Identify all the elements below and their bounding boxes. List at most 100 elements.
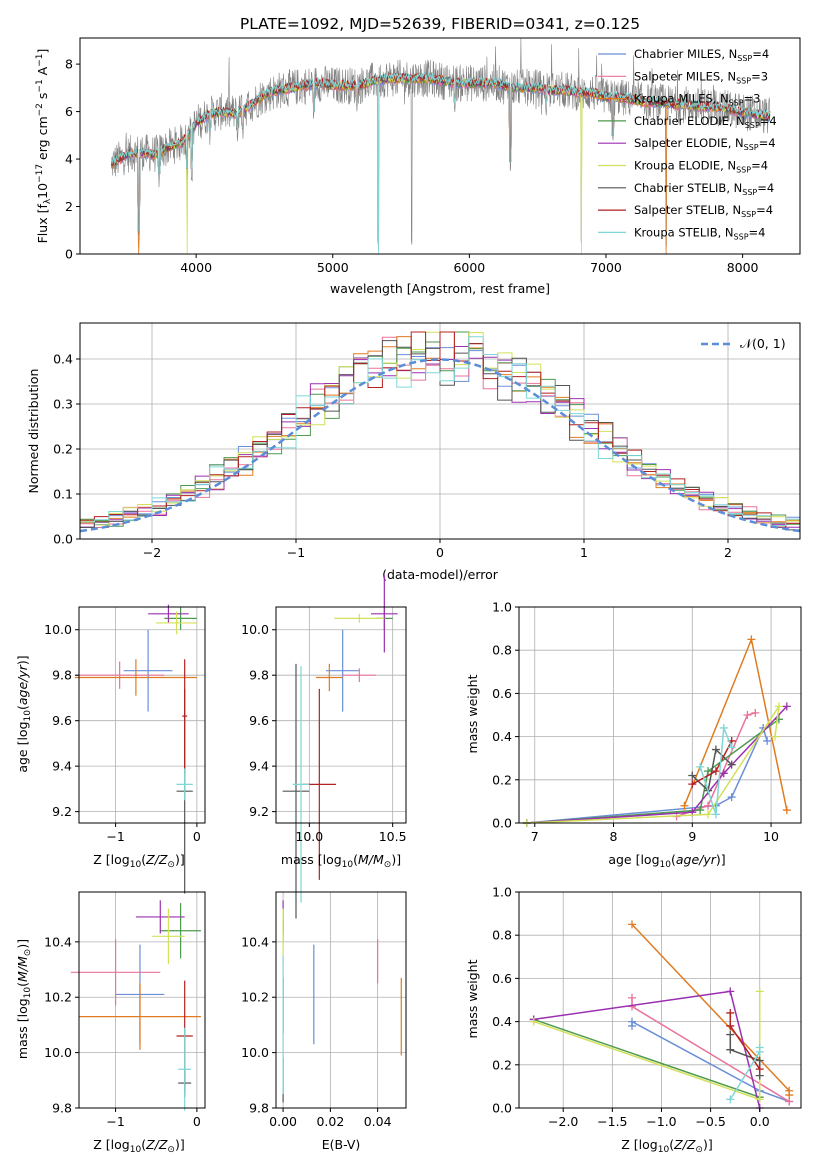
p5-xtick-label: 7 (531, 829, 539, 844)
weight-point-chabrier_stelib (726, 1030, 735, 1039)
legend-gaussian-label: 𝒩(0, 1) (740, 336, 786, 351)
weight-point-kroupa_elodie (771, 732, 780, 741)
weight-line-chabrier_elodie (526, 718, 780, 824)
p4-ytick-label: 10.0 (241, 622, 269, 637)
residual-histogram-chabrier_stelib (80, 340, 800, 531)
weight-point-kroupa_elodie (755, 1095, 764, 1104)
spectrum-ylabel: Flux [fλ10−17 erg cm−2 s−1 A−1] (35, 49, 53, 244)
p8-ytick-label: 0.8 (492, 928, 512, 943)
residuals-xlabel: (data-model)/error (382, 567, 499, 582)
legend-label-chabrier_stelib: Chabrier STELIB, NSSP=4 (634, 181, 774, 197)
spectrum-xtick-label: 5000 (317, 260, 349, 275)
age-vs-z-panel: −1 0 9.2 9.4 9.6 9.8 10.0 (44, 604, 206, 894)
legend-label-salpeter_elodie: Salpeter ELODIE, NSSP=4 (634, 136, 776, 152)
residuals-ticks: −2 −1 0 1 2 0.0 0.1 0.2 0.3 0.4 (53, 352, 732, 561)
weight-point-kroupa_miles (782, 806, 791, 815)
axes-frame (78, 606, 206, 824)
weight-point-chabrier_miles (627, 1017, 636, 1026)
mass-vs-z-xlabel: Z [log10(Z/Z⊙)] (93, 1137, 184, 1155)
spectrum-xtick-label: 4000 (180, 260, 212, 275)
weight-vs-age-panel: 7 8 9 10 0.0 0.2 0.4 0.6 0.8 1.0 (492, 600, 802, 844)
residuals-panel: −2 −1 0 1 2 0.0 0.1 0.2 0.3 0.4 (data-model)/erro… (26, 322, 801, 582)
residuals-ylabel: Normed distribution (26, 369, 41, 494)
weight-point-kroupa_miles (627, 920, 636, 929)
p3-xtick-label: −1 (106, 829, 124, 844)
gaussian-curve (79, 358, 801, 533)
p8-xtick-label: −1.0 (646, 1114, 676, 1129)
spectrum-ytick-label: 0 (65, 247, 73, 262)
spectrum-ytick-label: 6 (65, 104, 73, 119)
p5-ytick-label: 0.2 (492, 772, 512, 787)
weight-point-chabrier_stelib (711, 745, 720, 754)
spectrum-ytick-label: 8 (65, 57, 73, 72)
residuals-legend: 𝒩(0, 1) (701, 336, 786, 351)
p8-xtick-label: 0.0 (750, 1114, 770, 1129)
p3-ytick-label: 9.4 (52, 759, 72, 774)
weight-point-kroupa_miles (785, 1091, 794, 1100)
p4-ytick-label: 9.8 (249, 668, 269, 683)
weight-point-kroupa_stelib (726, 1095, 735, 1104)
p3-ytick-label: 9.8 (52, 668, 72, 683)
axes-frame (78, 891, 206, 1109)
weight-point-kroupa_stelib (696, 762, 705, 771)
residuals-ytick-label: 0.4 (53, 352, 73, 367)
spectrum-xtick-label: 8000 (727, 260, 759, 275)
p6-xtick-label: 0 (193, 1114, 201, 1129)
p3-ytick-label: 9.6 (52, 713, 72, 728)
weight-point-salpeter_stelib (711, 767, 720, 776)
p4-xtick-label: 10.0 (295, 829, 323, 844)
p4-ytick-label: 9.6 (249, 713, 269, 728)
residuals-ytick-label: 0.0 (53, 532, 73, 547)
weight-vs-age-ylabel: mass weight (465, 674, 480, 753)
spectrum-xtick-label: 6000 (453, 260, 485, 275)
weight-point-chabrier_elodie (696, 806, 705, 815)
residuals-xtick-label: −2 (143, 545, 161, 560)
mass-vs-z-panel: −1 0 9.8 10.0 10.2 10.4 (44, 891, 206, 1129)
p3-xtick-label: 0 (193, 829, 201, 844)
p3-ytick-label: 9.2 (52, 804, 72, 819)
weight-point-kroupa_stelib (755, 1043, 764, 1052)
weight-point-kroupa_elodie (755, 987, 764, 996)
age-vs-mass-panel: 10.0 10.5 9.2 9.4 9.6 9.8 10.0 (241, 575, 407, 919)
weight-point-salpeter_stelib (726, 1021, 735, 1030)
p6-ytick-label: 10.4 (44, 934, 72, 949)
weight-point-salpeter_stelib (755, 1065, 764, 1074)
p8-ytick-label: 0.0 (492, 1101, 512, 1116)
weight-line-salpeter_elodie (526, 705, 788, 824)
weight-point-salpeter_elodie (726, 987, 735, 996)
weight-line-kroupa_stelib (699, 727, 733, 815)
weight-vs-age-xlabel: age [log10(age/yr)] (608, 852, 725, 870)
residuals-ytick-label: 0.3 (53, 397, 73, 412)
p4-ytick-label: 9.2 (249, 804, 269, 819)
spectrum-ticks: 4000 5000 6000 7000 8000 0 2 4 6 8 (65, 57, 759, 275)
p5-ytick-label: 0.6 (492, 686, 512, 701)
weight-line-kroupa_elodie (533, 991, 761, 1101)
spectrum-axes-frame (79, 37, 801, 255)
p5-ytick-label: 1.0 (492, 600, 512, 615)
spectrum-ytick-label: 4 (65, 152, 73, 167)
p6-xtick-label: −1 (106, 1114, 124, 1129)
axes-frame (518, 606, 802, 824)
p8-xtick-label: −0.5 (695, 1114, 725, 1129)
weight-point-chabrier_elodie (704, 767, 713, 776)
spectrum-ytick-label: 2 (65, 199, 73, 214)
residual-histogram-salpeter_stelib (80, 331, 800, 528)
p5-ytick-label: 0.8 (492, 643, 512, 658)
p8-ytick-label: 0.2 (492, 1057, 512, 1072)
residuals-ytick-label: 0.2 (53, 442, 73, 457)
mass-vs-ebv-xlabel: E(B-V) (322, 1137, 361, 1152)
spectrum-plot-area (111, 37, 771, 255)
p5-xtick-label: 10 (763, 829, 779, 844)
mass-vs-z-ylabel: mass [log10(M/M⊙)] (15, 939, 33, 1059)
figure-title: PLATE=1092, MJD=52639, FIBERID=0341, z=0… (240, 15, 640, 33)
weight-point-kroupa_miles (680, 801, 689, 810)
weight-point-chabrier_stelib (726, 1045, 735, 1054)
spectrum-legend: Chabrier MILES, NSSP=4 Salpeter MILES, NS… (598, 47, 777, 241)
weight-point-kroupa_stelib (719, 723, 728, 732)
weight-point-chabrier_stelib (755, 1056, 764, 1065)
weight-line-salpeter_stelib (691, 740, 733, 785)
weight-point-salpeter_elodie (782, 702, 791, 711)
spectrum-model-line-kroupa_stelib (111, 71, 771, 255)
p8-xtick-label: −2.0 (548, 1114, 578, 1129)
age-vs-mass-xlabel: mass [log10(M/M⊙)] (281, 852, 401, 870)
